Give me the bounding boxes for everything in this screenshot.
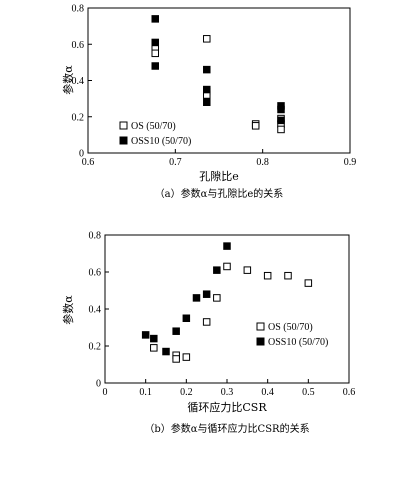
chart-b-point-oss10 xyxy=(172,327,180,335)
chart-a-y-tick-label: 0.4 xyxy=(72,76,85,87)
chart-a-point-oss10 xyxy=(277,116,285,125)
chart-b-y-tick-label: 0.6 xyxy=(89,268,102,279)
chart-a-x-tick-label: 0.7 xyxy=(169,157,182,168)
chart-a-point-os xyxy=(151,49,159,58)
chart-b-point-oss10 xyxy=(202,290,211,298)
chart-b-ticks: 0 0.1 0.2 0.3 0.4 0.5 0.6 0 0.2 0.4 0.6 0.8 xyxy=(89,231,356,399)
chart-a-legend-marker-os xyxy=(119,121,128,130)
chart-a-y-tick-label: 0.2 xyxy=(72,112,85,123)
chart-b-point-oss10 xyxy=(150,334,158,343)
chart-b-y-tick-label: 0.2 xyxy=(89,342,102,353)
chart-a-point-oss10 xyxy=(151,38,159,47)
chart-a-y-tick-label: 0 xyxy=(79,149,84,160)
chart-b-x-tick-label: 0.3 xyxy=(221,387,234,398)
chart-b-legend: OS (50/70) OSS10 (50/70) xyxy=(256,322,328,348)
chart-a-y-tick-label: 0.8 xyxy=(72,4,85,15)
chart-b-y-tick-label: 0.8 xyxy=(89,231,102,242)
chart-b-point-os xyxy=(182,353,191,361)
chart-a-x-tick-label: 0.6 xyxy=(82,157,95,168)
chart-b-point-oss10 xyxy=(141,331,150,339)
chart-b-point-os xyxy=(284,271,292,280)
chart-b-point-os xyxy=(304,279,313,287)
chart-a-plot-frame xyxy=(87,7,351,154)
chart-a-legend-marker-oss10 xyxy=(119,136,128,145)
chart-b-legend-marker-os xyxy=(256,322,265,331)
chart-b-point-os xyxy=(213,294,221,302)
chart-a-x-tick-label: 0.8 xyxy=(256,157,269,168)
chart-a: 0.6 0.7 0.8 0.9 0 0.2 0.4 0.6 0.8 参数α 孔隙比e （a）参数… xyxy=(61,4,356,201)
chart-b-legend-marker-oss10 xyxy=(256,337,265,346)
chart-a-point-os xyxy=(277,125,285,134)
chart-b-point-oss10 xyxy=(192,294,201,302)
chart-b-points xyxy=(141,242,313,363)
chart-b: 0 0.1 0.2 0.3 0.4 0.5 0.6 0 0.2 0.4 0.6 0.8 参数α 循环应… xyxy=(61,231,355,436)
chart-b-x-tick-label: 0.5 xyxy=(302,387,315,398)
chart-b-x-tick-label: 0.4 xyxy=(261,387,274,398)
chart-b-y-axis-label: 参数α xyxy=(61,295,75,325)
chart-a-point-oss10 xyxy=(203,65,211,74)
chart-b-x-tick-label: 0.1 xyxy=(139,387,152,398)
chart-b-y-tick-label: 0.4 xyxy=(89,305,102,316)
chart-a-ticks: 0.6 0.7 0.8 0.9 0 0.2 0.4 0.6 0.8 xyxy=(72,4,357,169)
chart-a-point-os xyxy=(251,122,260,130)
chart-a-point-oss10 xyxy=(151,62,159,70)
chart-b-point-oss10 xyxy=(223,242,231,250)
chart-b-point-os xyxy=(150,344,158,352)
chart-a-legend-label-os: OS (50/70) xyxy=(131,121,176,132)
chart-a-y-axis-label: 参数α xyxy=(61,65,75,95)
chart-a-point-oss10 xyxy=(151,15,159,23)
chart-a-point-oss10 xyxy=(277,105,285,114)
chart-b-x-tick-label: 0 xyxy=(103,387,108,398)
chart-b-y-tick-label: 0 xyxy=(96,379,101,390)
chart-b-point-os xyxy=(202,318,211,326)
chart-b-point-oss10 xyxy=(213,266,221,274)
chart-a-legend: OS (50/70) OSS10 (50/70) xyxy=(119,121,191,147)
chart-b-point-oss10 xyxy=(182,314,191,322)
chart-b-point-os xyxy=(172,355,180,363)
chart-b-x-tick-label: 0.6 xyxy=(343,387,356,398)
chart-b-point-os xyxy=(223,262,231,271)
chart-a-x-tick-label: 0.9 xyxy=(344,157,357,168)
chart-a-points xyxy=(151,15,285,134)
chart-a-point-oss10 xyxy=(203,98,211,106)
chart-a-point-oss10 xyxy=(203,85,211,94)
chart-b-point-os xyxy=(243,266,252,274)
chart-b-x-axis-label: 循环应力比CSR xyxy=(187,400,267,414)
chart-b-caption: （b）参数α与循环应力比CSR的关系 xyxy=(144,422,309,435)
chart-a-caption: （a）参数α与孔隙比e的关系 xyxy=(155,187,284,200)
chart-a-x-axis-label: 孔隙比e xyxy=(199,169,239,183)
chart-b-x-tick-label: 0.2 xyxy=(180,387,193,398)
chart-a-y-tick-label: 0.6 xyxy=(72,40,85,51)
chart-b-legend-label-os: OS (50/70) xyxy=(268,322,313,333)
chart-a-point-os xyxy=(203,35,211,43)
chart-b-point-os xyxy=(263,271,272,280)
chart-a-legend-label-oss10: OSS10 (50/70) xyxy=(131,136,191,147)
chart-b-legend-label-oss10: OSS10 (50/70) xyxy=(268,337,328,348)
chart-b-point-oss10 xyxy=(162,347,170,356)
chart-b-plot-frame xyxy=(104,234,350,384)
